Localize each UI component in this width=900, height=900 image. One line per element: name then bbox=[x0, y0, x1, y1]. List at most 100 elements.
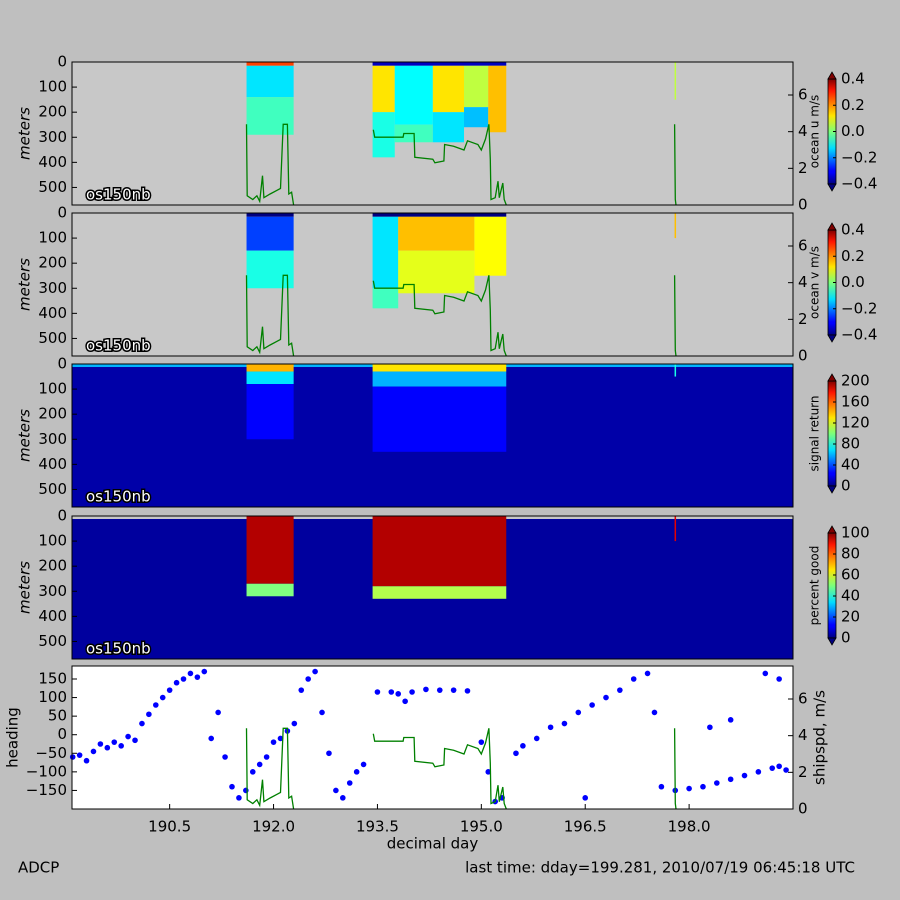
heading-point bbox=[319, 709, 325, 716]
heading-point bbox=[402, 698, 408, 705]
heading-point bbox=[222, 754, 228, 760]
colorbar-tick-label: −0.4 bbox=[841, 326, 877, 344]
heading-point bbox=[520, 743, 526, 749]
y2-tick-label: 2 bbox=[798, 310, 808, 328]
heading-point bbox=[707, 724, 713, 731]
heading-point bbox=[762, 670, 769, 677]
colorbar-extend bbox=[827, 485, 837, 494]
y-tick-label: 400 bbox=[38, 153, 67, 171]
heading-point bbox=[146, 711, 152, 718]
heading-point bbox=[658, 783, 665, 790]
plot-frame bbox=[71, 61, 794, 206]
heading-point bbox=[360, 761, 367, 768]
heat-cell bbox=[372, 371, 507, 387]
heading-point bbox=[326, 750, 332, 757]
x-tick-label: 192.0 bbox=[252, 818, 295, 836]
heat-cell bbox=[464, 107, 489, 128]
heat-cell bbox=[246, 213, 294, 217]
heading-point bbox=[603, 694, 609, 701]
speed-line bbox=[245, 274, 295, 357]
heat-cell bbox=[246, 65, 294, 98]
colorbar bbox=[827, 532, 837, 639]
y-axis-label: meters bbox=[16, 561, 34, 614]
heading-point bbox=[153, 702, 159, 708]
heading-point bbox=[291, 720, 298, 727]
heat-cell bbox=[432, 65, 465, 113]
heading-point bbox=[118, 743, 124, 749]
heat-cell bbox=[372, 216, 399, 289]
speed-line bbox=[372, 275, 507, 357]
heading-point bbox=[312, 668, 318, 675]
heading-point bbox=[617, 687, 623, 693]
colorbar-tick-label: 60 bbox=[841, 566, 860, 584]
heading-point bbox=[783, 767, 789, 773]
heading-point bbox=[651, 709, 658, 716]
colorbar-extend bbox=[827, 71, 837, 80]
heading-point bbox=[208, 735, 215, 742]
colorbar-extend bbox=[827, 334, 837, 343]
heading-point bbox=[755, 769, 762, 775]
heading-point bbox=[423, 686, 429, 693]
x-tick-label: 190.5 bbox=[148, 818, 191, 836]
colorbar-tick-label: −0.4 bbox=[841, 175, 877, 193]
heat-cell bbox=[372, 516, 507, 587]
heading-point bbox=[374, 689, 381, 695]
plot-frame bbox=[71, 665, 794, 810]
heading-point bbox=[630, 676, 637, 682]
heading-point bbox=[69, 754, 76, 760]
heat-cell bbox=[674, 62, 677, 100]
y2-tick-label: 4 bbox=[798, 726, 808, 744]
heat-cell bbox=[432, 112, 465, 143]
heading-point bbox=[644, 670, 651, 677]
heading-point bbox=[533, 735, 540, 742]
x-tick-label: 196.5 bbox=[564, 818, 607, 836]
speed-line bbox=[673, 275, 677, 357]
heading-point bbox=[436, 687, 443, 693]
heading-point bbox=[464, 688, 471, 694]
y-tick-label: 100 bbox=[38, 532, 67, 550]
colorbar-tick-label: 0.4 bbox=[841, 70, 865, 88]
y-tick-label: 200 bbox=[38, 557, 67, 575]
colorbar-tick-label: 40 bbox=[841, 456, 860, 474]
heat-cell bbox=[372, 386, 507, 452]
x-tick-label: 198.0 bbox=[668, 818, 711, 836]
y-tick-label: 200 bbox=[38, 405, 67, 423]
heading-point bbox=[575, 709, 582, 716]
heading-point bbox=[97, 741, 104, 747]
heading-point bbox=[277, 735, 284, 742]
colorbar-extend bbox=[827, 183, 837, 192]
y2-tick-label: 2 bbox=[798, 159, 808, 177]
colorbar-tick-label: 0.4 bbox=[841, 221, 865, 239]
heading-point bbox=[741, 772, 748, 779]
heading-point bbox=[513, 750, 519, 757]
colorbar-extend bbox=[827, 373, 837, 382]
x-tick-label: 195.0 bbox=[460, 818, 503, 836]
annotation: os150nb bbox=[86, 337, 151, 355]
heading-point bbox=[686, 785, 692, 792]
heat-cell bbox=[674, 516, 677, 542]
y-tick-label: 200 bbox=[38, 254, 67, 272]
y-tick-label: 500 bbox=[38, 329, 67, 347]
y2-tick-label: 6 bbox=[798, 86, 808, 104]
colorbar-tick-label: 80 bbox=[841, 435, 860, 453]
y-tick-label: −100 bbox=[26, 762, 67, 780]
heading-point bbox=[125, 733, 131, 740]
heat-cell bbox=[246, 216, 294, 251]
heading-point bbox=[700, 783, 706, 790]
plot-background bbox=[72, 666, 793, 809]
heading-point bbox=[243, 787, 249, 794]
heading-point bbox=[201, 668, 208, 675]
heading-point bbox=[263, 754, 270, 760]
heading-point bbox=[229, 783, 235, 790]
colorbar-tick-label: 0.2 bbox=[841, 96, 865, 114]
plot-frame bbox=[71, 212, 794, 357]
colorbar-label: ocean v m/s bbox=[808, 246, 822, 319]
colorbar-tick-label: 0 bbox=[841, 629, 851, 647]
heading-point bbox=[547, 724, 554, 731]
heat-cell bbox=[246, 371, 294, 385]
heading-point bbox=[90, 748, 97, 755]
y-tick-label: 300 bbox=[38, 582, 67, 600]
heading-point bbox=[83, 757, 90, 764]
y2-tick-label: 4 bbox=[798, 122, 808, 140]
